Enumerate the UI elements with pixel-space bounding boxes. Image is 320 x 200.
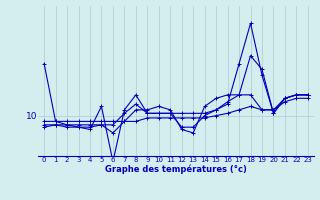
X-axis label: Graphe des températures (°c): Graphe des températures (°c)	[105, 165, 247, 174]
